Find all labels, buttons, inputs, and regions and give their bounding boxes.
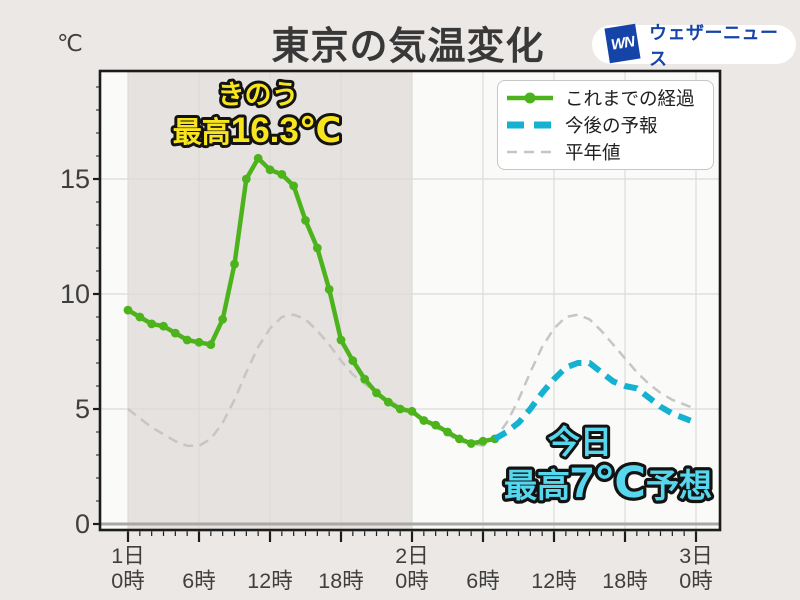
- wn-logo-mark-text: WN: [609, 33, 636, 54]
- wn-logo-text: ウェザーニュース: [649, 22, 779, 69]
- legend-item-normal: 平年値: [505, 139, 705, 165]
- wn-logo-mark-icon: WN: [604, 23, 641, 64]
- weathernews-logo: WN ウェザーニュース: [592, 22, 796, 69]
- svg-text:6時: 6時: [182, 569, 215, 593]
- forecast-line: [493, 360, 698, 442]
- axis-ticks: [93, 86, 698, 542]
- svg-text:12時: 12時: [531, 569, 576, 593]
- svg-text:0時: 0時: [395, 569, 428, 593]
- svg-text:6時: 6時: [466, 569, 499, 593]
- svg-text:18時: 18時: [602, 569, 647, 593]
- svg-text:3日: 3日: [679, 544, 712, 568]
- svg-text:5: 5: [75, 394, 90, 424]
- page-title: 東京の気温変化: [271, 26, 545, 68]
- legend-label: 平年値: [565, 142, 621, 163]
- svg-text:18時: 18時: [318, 569, 363, 593]
- normal-line-swatch-icon: [507, 150, 555, 154]
- svg-text:2日: 2日: [395, 544, 428, 568]
- svg-text:15: 15: [60, 164, 90, 194]
- svg-text:1日: 1日: [111, 544, 144, 568]
- observed-markers: [123, 153, 500, 448]
- svg-text:0時: 0時: [679, 569, 712, 593]
- legend: これまでの経過 今後の予報 平年値: [497, 80, 714, 170]
- svg-text:0: 0: [75, 509, 90, 539]
- plot-border: [98, 69, 722, 532]
- svg-text:0時: 0時: [111, 569, 144, 593]
- legend-item-forecast: 今後の予報: [505, 112, 705, 138]
- observed-line-swatch-icon: [507, 92, 553, 104]
- svg-text:12時: 12時: [247, 569, 292, 593]
- legend-item-observed: これまでの経過: [505, 85, 705, 111]
- legend-label: 今後の予報: [565, 115, 658, 136]
- forecast-line-swatch-icon: [507, 121, 555, 129]
- svg-text:10: 10: [60, 279, 90, 309]
- y-axis-unit-label: ℃: [57, 30, 83, 56]
- legend-label: これまでの経過: [565, 88, 695, 109]
- gridlines: [100, 71, 720, 530]
